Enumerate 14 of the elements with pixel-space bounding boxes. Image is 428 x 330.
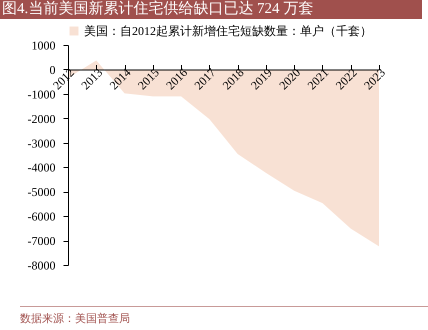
- x-tick-label: 2021: [304, 66, 332, 92]
- y-tick-label: -4000: [28, 160, 56, 175]
- y-tick-label: -6000: [28, 210, 56, 224]
- legend-label: 美国：自2012起累计新增住宅短缺数量：单户（千套）: [84, 24, 372, 38]
- chart-title: 图4.当前美国新累计住宅供给缺口已达 724 万套: [0, 0, 422, 19]
- y-tick-label: -7000: [28, 234, 56, 248]
- y-tick-label: -3000: [28, 136, 56, 150]
- source-note: 数据来源：美国普查局: [20, 306, 428, 326]
- y-tick-label: -8000: [28, 258, 56, 272]
- y-tick-label: 1000: [32, 38, 56, 52]
- y-tick-label: 0: [50, 62, 56, 77]
- y-tick-label: -1000: [28, 87, 56, 102]
- y-tick-label: -5000: [28, 185, 56, 200]
- y-tick-label: -2000: [28, 112, 56, 126]
